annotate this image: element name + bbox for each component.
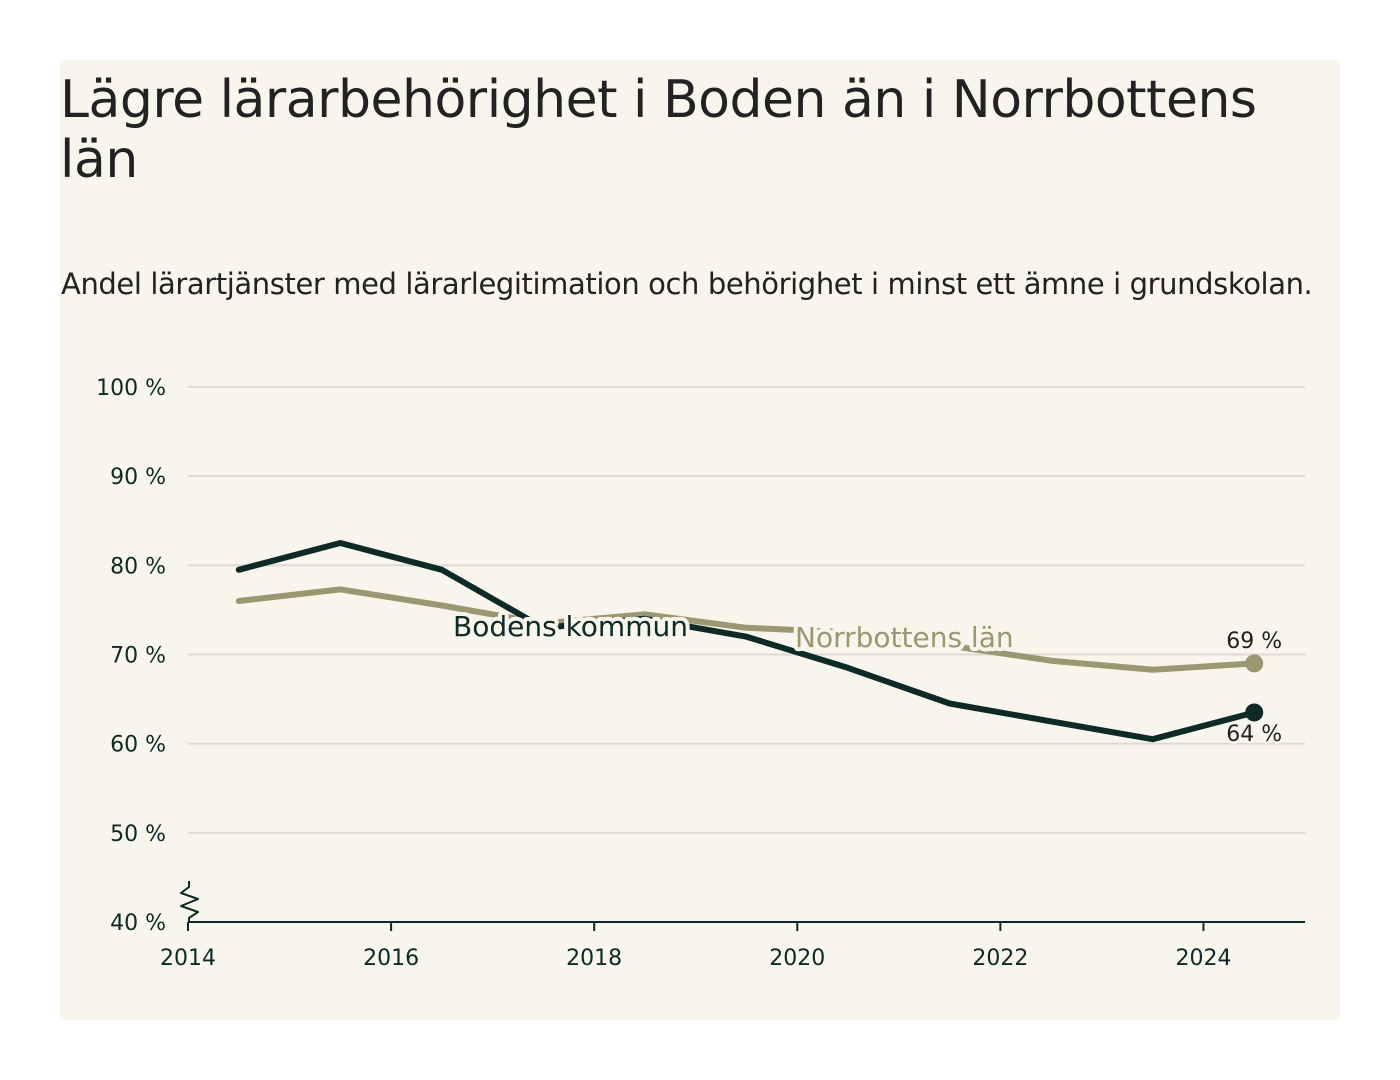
series-label-boden: Bodens kommun — [453, 610, 688, 643]
x-tick-label: 2016 — [363, 946, 419, 971]
series-line-0 — [235, 540, 1258, 743]
y-tick-label: 80 % — [110, 554, 166, 579]
y-tick-label: 100 % — [96, 376, 166, 401]
y-tick-label: 40 % — [110, 911, 166, 936]
end-label-boden: 64 % — [1226, 722, 1282, 747]
series-label-norrbotten: Norrbottens län — [795, 621, 1014, 654]
chart-title: Lägre lärarbehörighet i Boden än i Norrb… — [60, 70, 1257, 190]
series-end-point-1 — [1245, 654, 1264, 673]
y-tick-label: 50 % — [110, 822, 166, 847]
y-tick-label: 70 % — [110, 644, 166, 669]
chart-subtitle: Andel lärartjänster med lärarlegitimatio… — [61, 267, 1313, 301]
series-end-point-0 — [1245, 703, 1264, 722]
x-tick-label: 2020 — [769, 946, 825, 971]
y-tick-label: 60 % — [110, 733, 166, 758]
y-tick-label: 90 % — [110, 465, 166, 490]
end-label-norrbotten: 69 % — [1226, 629, 1282, 654]
chart-card — [60, 60, 1340, 1020]
x-tick-label: 2024 — [1175, 946, 1231, 971]
x-tick-label: 2014 — [160, 946, 216, 971]
x-tick-label: 2022 — [972, 946, 1028, 971]
series-line-1 — [235, 586, 1258, 673]
axis-break-icon — [180, 881, 199, 922]
x-tick-label: 2018 — [566, 946, 622, 971]
